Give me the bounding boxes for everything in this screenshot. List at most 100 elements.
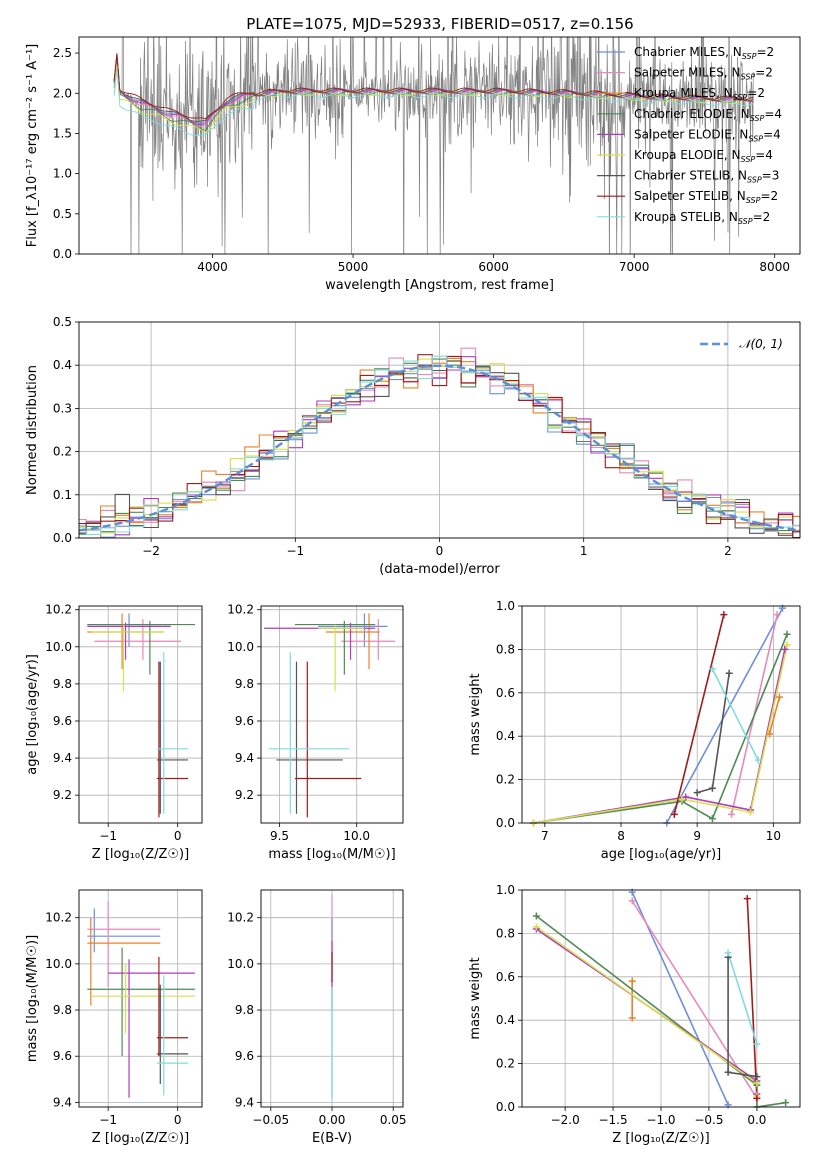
weight-vs-Z-marker-salpeter-stelib xyxy=(753,1094,761,1102)
mass-vs-Z-xtick-label: 0 xyxy=(174,1113,182,1127)
weight-vs-age-ylabel: mass weight xyxy=(468,673,483,755)
residuals-xtick-label: 2 xyxy=(724,544,732,558)
weight-vs-age-panel: 7 8 9 10 0.0 0.2 0.4 0.6 0.8 1.0 age [log₁₀(age/yr… xyxy=(468,599,801,862)
age-vs-Z-ylabel: age [log₁₀(age/yr)] xyxy=(25,654,40,775)
residuals-plot-area xyxy=(79,322,800,538)
weight-vs-age-marker-salpeter-elodie xyxy=(781,645,789,653)
spectrum-legend-label: Kroupa STELIB, NSSP=2 xyxy=(634,210,770,226)
weight-vs-age-line-chabrier-miles xyxy=(665,607,784,823)
residual-step-chabrier-stelib xyxy=(79,360,800,536)
spectrum-legend-label: Kroupa MILES, NSSP=2 xyxy=(634,86,765,102)
weight-vs-age-marker-kroupa-miles xyxy=(766,730,774,738)
weight-vs-age-ytick-label: 1.0 xyxy=(496,599,515,613)
age-vs-Z-ytick-label: 9.4 xyxy=(53,751,72,765)
mass-vs-Z-ytick-label: 9.4 xyxy=(53,1095,72,1109)
weight-vs-age-marker-salpeter-elodie xyxy=(682,793,690,801)
residuals-xtick-label: −2 xyxy=(142,544,160,558)
weight-vs-Z-marker-kroupa-elodie xyxy=(532,923,540,931)
mass-vs-ebv-xtick-label: 0.00 xyxy=(319,1113,346,1127)
weight-vs-age-marker-kroupa-elodie xyxy=(678,795,686,803)
weight-vs-age-ytick-label: 0.8 xyxy=(496,642,515,656)
weight-vs-age-plot-area xyxy=(522,606,800,823)
weight-vs-age-xtick-label: 9 xyxy=(693,829,701,843)
mass-vs-Z-ytick-label: 9.6 xyxy=(53,1049,72,1063)
age-vs-Z-xtick-label: 0 xyxy=(174,829,182,843)
weight-vs-age-marker-salpeter-stelib xyxy=(720,611,728,619)
spectrum-xtick-label: 4000 xyxy=(197,260,228,274)
spectrum-ytick-label: 2.0 xyxy=(53,86,72,100)
weight-vs-age-line-kroupa-miles xyxy=(768,696,781,735)
spectrum-legend-label: Salpeter MILES, NSSP=2 xyxy=(634,66,773,82)
residuals-xtick-label: −1 xyxy=(286,544,304,558)
weight-vs-Z-xtick-label: −1.0 xyxy=(646,1113,675,1127)
age-vs-mass-xtick-label: 9.5 xyxy=(270,829,289,843)
weight-vs-age-xlabel: age [log₁₀(age/yr)] xyxy=(601,847,722,862)
mass-vs-Z-xtick-label: −1 xyxy=(99,1113,117,1127)
weight-vs-age-line-chabrier-elodie xyxy=(533,633,788,823)
weight-vs-Z-marker-chabrier-elodie xyxy=(532,912,540,920)
mass-vs-ebv-xtick-label: 0.05 xyxy=(380,1113,407,1127)
age-vs-Z-ytick-label: 10.2 xyxy=(45,603,72,617)
spectrum-model-chabrier-stelib xyxy=(113,53,754,122)
weight-vs-age-line-kroupa-stelib xyxy=(711,668,759,761)
residuals-ytick-label: 0.3 xyxy=(53,401,72,415)
weight-vs-age-marker-salpeter-miles xyxy=(727,810,735,818)
spectrum-ytick-label: 2.5 xyxy=(53,46,72,60)
residuals-axes-frame xyxy=(78,321,801,539)
spectrum-legend-label: Chabrier STELIB, NSSP=3 xyxy=(634,169,779,185)
weight-vs-Z-ytick-label: 0.0 xyxy=(496,1100,515,1114)
mass-vs-Z-ylabel: mass [log₁₀(M/M☉)] xyxy=(25,935,40,1062)
mass-vs-ebv-ytick-label: 9.6 xyxy=(235,1049,254,1063)
residual-step-salpeter-miles xyxy=(79,347,800,527)
spectrum-legend-label: Kroupa ELODIE, NSSP=4 xyxy=(634,148,773,164)
residual-legend-label: 𝒩(0, 1) xyxy=(739,337,783,351)
weight-vs-Z-ytick-label: 0.8 xyxy=(496,926,515,940)
spectrum-ytick-label: 1.5 xyxy=(53,126,72,140)
spectrum-ytick-label: 1.0 xyxy=(53,167,72,181)
weight-vs-Z-ytick-label: 0.2 xyxy=(496,1057,515,1071)
spectrum-legend-label: Salpeter ELODIE, NSSP=4 xyxy=(634,127,781,143)
spectrum-plot-area xyxy=(113,37,754,254)
mass-vs-Z-plot-area xyxy=(79,890,202,1107)
mass-vs-Z-ytick-label: 10.2 xyxy=(45,911,72,925)
weight-vs-age-marker-kroupa-stelib xyxy=(708,665,716,673)
weight-vs-age-marker-salpeter-stelib xyxy=(670,810,678,818)
weight-vs-Z-marker-chabrier-stelib xyxy=(724,1068,732,1076)
weight-vs-Z-ytick-label: 0.6 xyxy=(496,970,515,984)
residual-step-salpeter-stelib xyxy=(79,354,800,538)
residuals-ylabel: Normed distribution xyxy=(25,365,40,495)
spectrum-xtick-label: 5000 xyxy=(338,260,369,274)
weight-vs-Z-marker-kroupa-miles xyxy=(628,1014,636,1022)
weight-vs-age-axes-frame xyxy=(521,605,801,824)
weight-vs-Z-line-salpeter-miles xyxy=(631,900,758,1099)
residuals-ytick-label: 0.4 xyxy=(53,358,72,372)
weight-vs-Z-xtick-label: −0.5 xyxy=(694,1113,723,1127)
residuals-ytick-label: 0.1 xyxy=(53,488,72,502)
weight-vs-age-xtick-label: 7 xyxy=(541,829,549,843)
mass-vs-ebv-ytick-label: 10.2 xyxy=(227,911,254,925)
mass-vs-Z-ytick-label: 10.0 xyxy=(45,957,72,971)
age-vs-Z-ytick-label: 10.0 xyxy=(45,640,72,654)
mass-vs-ebv-panel: −0.05 0.00 0.05 9.4 9.6 9.8 10.0 10.2 E(B-V) xyxy=(227,889,407,1146)
weight-vs-Z-xtick-label: −1.5 xyxy=(598,1113,627,1127)
mass-vs-Z-axes-frame xyxy=(78,889,203,1108)
weight-vs-age-ytick-label: 0.6 xyxy=(496,686,515,700)
weight-vs-Z-marker-chabrier-stelib xyxy=(753,1073,761,1081)
spectrum-axes-frame xyxy=(78,36,801,255)
weight-vs-Z-marker-kroupa-stelib xyxy=(724,949,732,957)
weight-vs-Z-plot-area xyxy=(522,890,800,1107)
mass-vs-ebv-xlabel: E(B-V) xyxy=(312,1131,352,1146)
residuals-ytick-label: 0.0 xyxy=(53,531,72,545)
weight-vs-Z-line-salpeter-elodie xyxy=(535,928,758,1094)
weight-vs-age-xtick-label: 8 xyxy=(617,829,625,843)
age-vs-Z-ytick-label: 9.2 xyxy=(53,788,72,802)
spectrum-ylabel: Flux [f_λ10⁻¹⁷ erg cm⁻² s⁻¹ A⁻¹] xyxy=(25,44,40,248)
weight-vs-age-ytick-label: 0.0 xyxy=(496,816,515,830)
weight-vs-age-ytick-label: 0.4 xyxy=(496,729,515,743)
figure-title: PLATE=1075, MJD=52933, FIBERID=0517, z=0… xyxy=(246,15,633,33)
spectrum-xtick-label: 7000 xyxy=(619,260,650,274)
weight-vs-age-marker-chabrier-elodie xyxy=(783,630,791,638)
weight-vs-Z-marker-kroupa-miles xyxy=(628,977,636,985)
residual-step-kroupa-stelib xyxy=(79,355,800,536)
